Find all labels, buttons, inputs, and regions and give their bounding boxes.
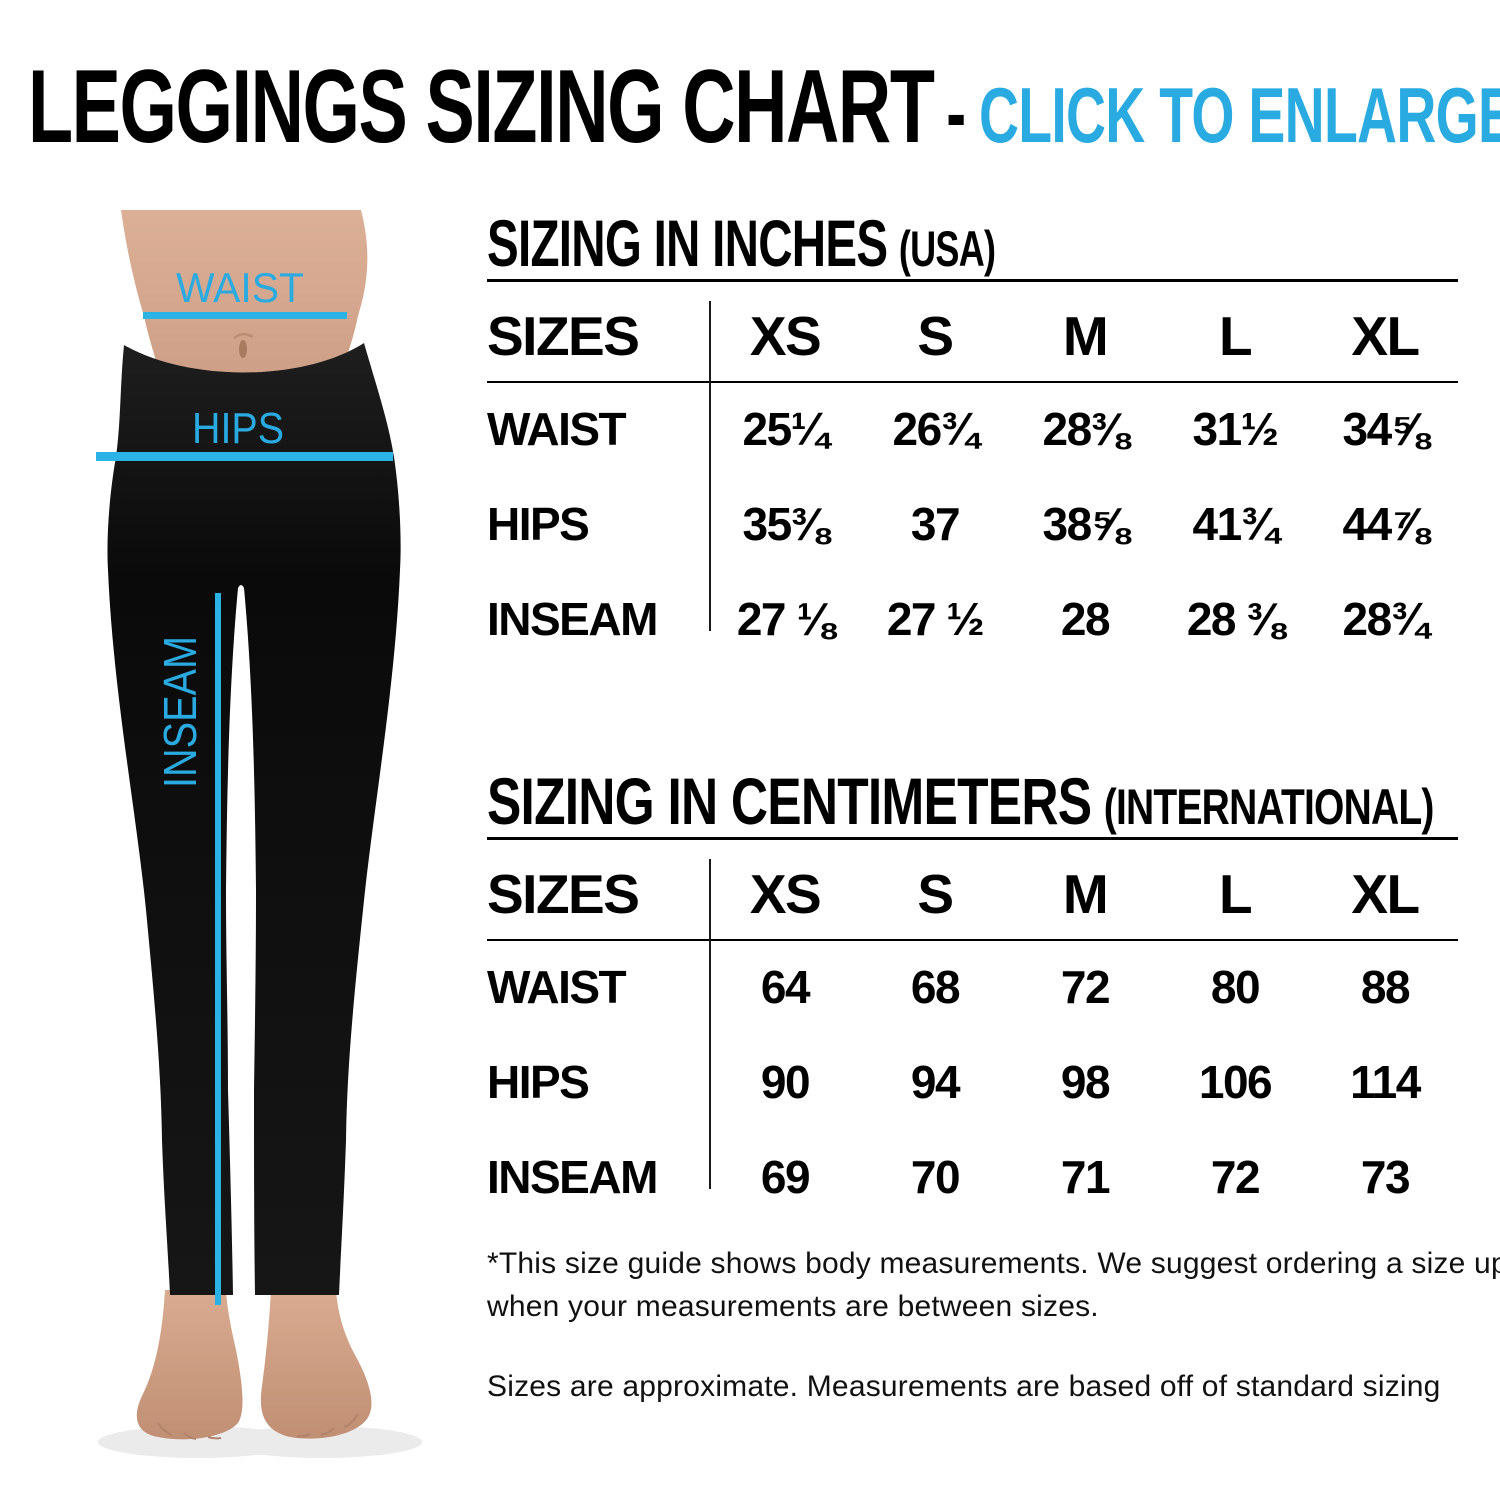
inches-waist-m: 28⅜ (1042, 402, 1129, 455)
cm-waist-s: 68 (910, 960, 961, 1013)
cm-hips-l: 106 (1198, 1055, 1273, 1108)
cm-waist-l: 80 (1210, 960, 1261, 1013)
cm-hips-label: HIPS (487, 1055, 590, 1108)
title-separator: - (946, 66, 967, 160)
cm-waist-label: WAIST (487, 960, 627, 1013)
cm-heading-subtitle: (INTERNATIONAL) (1103, 779, 1435, 835)
inches-header-xl: XL (1351, 305, 1420, 367)
inches-header-underline (487, 381, 1458, 383)
inches-table: SIZES XS S M L XL WAIST 25¼ 26¾ 28⅜ 31½ … (487, 291, 1460, 666)
cm-inseam-xl: 73 (1360, 1150, 1411, 1203)
cm-column-divider (709, 859, 711, 1189)
inches-waist-label: WAIST (487, 402, 627, 455)
cm-header-sizes: SIZES (487, 863, 640, 925)
cm-header-underline (487, 939, 1458, 941)
inches-header-sizes: SIZES (487, 305, 640, 367)
hips-label: HIPS (192, 404, 284, 453)
cm-waist-xs: 64 (760, 960, 811, 1013)
inches-header-s: S (917, 305, 954, 367)
cm-heading-rule (487, 837, 1458, 840)
navel (239, 340, 247, 358)
inches-hips-xl: 44⅞ (1342, 497, 1429, 550)
cm-heading-title: SIZING IN CENTIMETERS (487, 764, 1092, 838)
cm-inseam-m: 71 (1060, 1150, 1111, 1203)
cm-header-l: L (1218, 863, 1253, 925)
section-centimeters: SIZING IN CENTIMETERS (INTERNATIONAL) SI… (487, 763, 1460, 1243)
approximate-note: Sizes are approximate. Measurements are … (487, 1370, 1441, 1403)
cm-table: SIZES XS S M L XL WAIST 64 68 72 80 88 H… (487, 849, 1460, 1224)
inches-waist-l: 31½ (1192, 402, 1279, 455)
cm-header-xs: XS (749, 863, 822, 925)
leggings-model-image[interactable]: WAIST HIPS INSEAM (58, 190, 482, 1490)
cm-waist-m: 72 (1060, 960, 1111, 1013)
cm-inseam-xs: 69 (760, 1150, 811, 1203)
inches-hips-l: 41¾ (1192, 497, 1279, 550)
navel-shade (233, 333, 254, 340)
cm-header-xl: XL (1351, 863, 1420, 925)
inches-heading-subtitle: (USA) (898, 221, 996, 277)
inseam-line (215, 593, 221, 1305)
waist-label: WAIST (176, 264, 304, 311)
cm-hips-s: 94 (910, 1055, 961, 1108)
cm-header-s: S (917, 863, 954, 925)
cm-header-m: M (1062, 863, 1109, 925)
inseam-label: INSEAM (154, 636, 206, 788)
inches-header-l: L (1218, 305, 1253, 367)
inches-inseam-m: 28 (1060, 592, 1111, 645)
cm-heading: SIZING IN CENTIMETERS (INTERNATIONAL) (487, 763, 1434, 839)
inches-header-xs: XS (749, 305, 822, 367)
inches-waist-s: 26¾ (892, 402, 979, 455)
inches-inseam-label: INSEAM (487, 592, 658, 645)
inches-heading-title: SIZING IN INCHES (487, 206, 888, 280)
toe-lines-left (157, 1422, 222, 1440)
waist-line (143, 312, 347, 319)
section-inches: SIZING IN INCHES (USA) SIZES XS S M L XL… (487, 205, 1460, 685)
inches-inseam-xs: 27 ⅛ (736, 592, 835, 645)
inches-hips-s: 37 (910, 497, 961, 550)
inches-header-m: M (1062, 305, 1109, 367)
inches-heading: SIZING IN INCHES (USA) (487, 205, 996, 281)
inches-inseam-l: 28 ⅜ (1186, 592, 1285, 645)
right-foot (260, 1290, 372, 1439)
cm-hips-m: 98 (1060, 1055, 1111, 1108)
left-foot (136, 1290, 243, 1440)
size-guide-note: *This size guide shows body measurements… (487, 1247, 1500, 1323)
page-title-text: LEGGINGS SIZING CHART (28, 49, 935, 165)
page-title: LEGGINGS SIZING CHART - CLICK TO ENLARGE (28, 48, 1500, 167)
cm-inseam-s: 70 (910, 1150, 961, 1203)
cm-inseam-l: 72 (1210, 1150, 1261, 1203)
foot-shadow-right (222, 1426, 422, 1458)
leggings (107, 343, 401, 1295)
inches-heading-rule (487, 279, 1458, 282)
cm-hips-xs: 90 (760, 1055, 811, 1108)
inches-inseam-s: 27 ½ (886, 592, 985, 645)
inches-column-divider (709, 301, 711, 631)
click-to-enlarge-link[interactable]: CLICK TO ENLARGE (978, 71, 1500, 159)
inches-inseam-xl: 28¾ (1342, 592, 1429, 645)
inches-waist-xs: 25¼ (742, 402, 829, 455)
toe-lines-right (296, 1413, 359, 1438)
cm-hips-xl: 114 (1350, 1055, 1421, 1108)
leggings-figure-svg: WAIST HIPS INSEAM (96, 210, 422, 1458)
cm-waist-xl: 88 (1360, 960, 1411, 1013)
inches-hips-xs: 35⅜ (742, 497, 829, 550)
cm-inseam-label: INSEAM (487, 1150, 658, 1203)
inches-hips-m: 38⅝ (1042, 497, 1129, 550)
inches-hips-label: HIPS (487, 497, 590, 550)
inches-waist-xl: 34⅝ (1342, 402, 1429, 455)
hips-line (96, 452, 393, 461)
